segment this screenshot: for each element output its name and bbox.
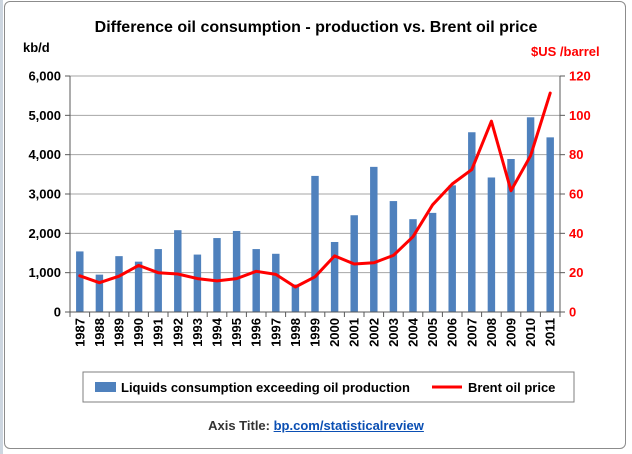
right-axis-unit-label: $US /barrel [531,44,600,59]
source-caption: Axis Title: bp.com/statisticalreview [0,418,632,433]
left-axis-tick-label: 1,000 [28,265,61,280]
x-axis-tick-label: 1997 [268,318,283,347]
bar [76,251,84,312]
left-axis-tick-label: 0 [54,305,61,320]
left-axis-unit-label: kb/d [23,40,50,55]
bar [154,249,162,312]
x-axis-tick-label: 2000 [327,318,342,347]
right-axis-tick-label: 80 [569,147,583,162]
bar [115,256,123,312]
left-axis-tick-label: 5,000 [28,108,61,123]
left-edge-stripe [0,0,3,454]
bar [330,241,339,312]
right-axis-tick-label: 100 [569,108,591,123]
bar [487,177,496,312]
right-axis-tick-label: 120 [569,69,591,84]
legend-bar-swatch [95,382,116,392]
bar [507,158,515,312]
bar [95,274,104,312]
bar [428,212,437,312]
left-axis-tick-label: 6,000 [28,69,61,84]
source-prefix: Axis Title: [208,418,274,433]
x-axis-tick-label: 2001 [347,318,362,347]
bar [468,132,476,312]
bar [232,230,241,312]
x-axis-tick-label: 1989 [112,318,127,347]
bar [370,166,378,312]
x-axis-tick-label: 1996 [249,318,264,347]
bar [252,249,260,312]
legend-line-label: Brent oil price [468,380,555,395]
bar [193,254,202,312]
x-axis-tick-label: 1992 [170,318,185,347]
legend-box [82,371,575,403]
axes: 0 0 1,000 20 2,000 40 3,000 60 4,000 80 5,000 100 6,… [28,69,590,347]
right-axis-tick-label: 0 [569,305,576,320]
line-series [78,91,552,289]
legend: Liquids consumption exceeding oil produc… [82,371,575,403]
x-axis-tick-label: 1991 [151,318,166,347]
bar [272,253,280,312]
bar [448,185,456,312]
legend-bar-label: Liquids consumption exceeding oil produc… [121,380,410,395]
x-axis-tick-label: 2011 [543,318,558,346]
right-axis-tick-label: 40 [569,226,583,241]
left-axis-tick-label: 4,000 [28,147,61,162]
x-axis-tick-label: 2007 [464,318,479,347]
x-axis-tick-label: 1988 [92,318,107,347]
x-axis-tick-label: 1995 [229,318,244,347]
x-axis-tick-label: 2009 [504,318,519,347]
x-axis-tick-label: 2002 [366,318,381,347]
right-axis-tick-label: 20 [569,265,583,280]
x-axis-tick-label: 1999 [308,318,323,347]
x-axis-tick-label: 1994 [210,317,225,347]
brent-price-line [78,91,552,289]
bar [291,284,300,312]
source-link[interactable]: bp.com/statisticalreview [273,418,424,433]
bar-series [76,117,554,312]
x-axis-tick-label: 1990 [131,318,146,347]
x-axis-tick-label: 2003 [386,318,401,347]
x-axis-tick-label: 1998 [288,318,303,347]
x-axis-tick-label: 2005 [425,318,440,347]
bar [174,230,182,312]
bar [526,117,535,312]
x-axis-tick-label: 1993 [190,318,205,347]
bar [546,137,554,312]
x-axis-tick-label: 2010 [523,318,538,347]
x-axis-tick-label: 2004 [406,317,421,347]
left-axis-tick-label: 3,000 [28,187,61,202]
chart-title: Difference oil consumption - production … [94,19,538,36]
bar [409,219,417,312]
x-axis-tick-label: 2006 [445,318,460,347]
right-axis-tick-label: 60 [569,187,583,202]
bar [311,175,319,312]
bar [213,238,221,312]
bar [134,261,143,312]
left-axis-tick-label: 2,000 [28,226,61,241]
x-axis-tick-label: 2008 [484,318,499,347]
x-axis-tick-label: 1987 [72,318,87,347]
